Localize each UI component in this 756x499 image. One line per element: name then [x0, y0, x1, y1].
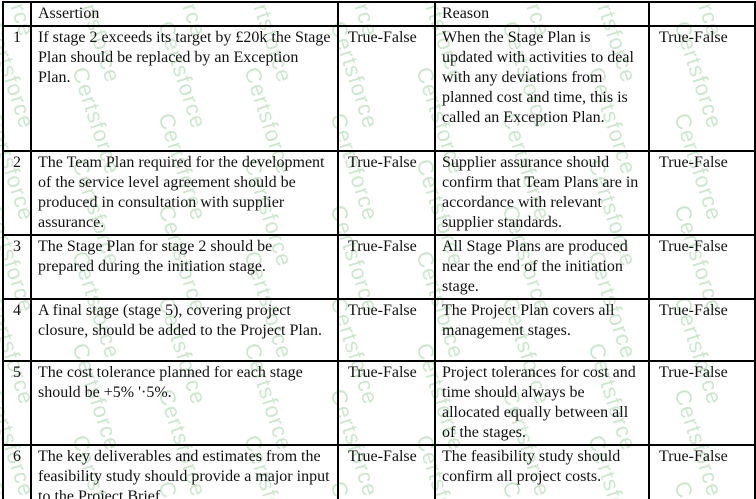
- reason-true-false: True-False: [648, 360, 756, 446]
- reason-cell: All Stage Plans are produced near the en…: [434, 234, 650, 300]
- table-row: 3 The Stage Plan for stage 2 should be p…: [2, 234, 756, 300]
- row-number: 1: [2, 25, 32, 152]
- row-number: 3: [2, 234, 32, 300]
- assertion-cell: The key deliverables and estimates from …: [30, 444, 339, 499]
- table-row: 4 A final stage (stage 5), covering proj…: [2, 298, 756, 362]
- assertion-cell: If stage 2 exceeds its target by £20k th…: [30, 25, 339, 152]
- assertion-true-false: True-False: [337, 444, 436, 499]
- table-row: 2 The Team Plan required for the develop…: [2, 150, 756, 236]
- reason-true-false: True-False: [648, 444, 756, 499]
- reason-true-false: True-False: [648, 234, 756, 300]
- table-row: 1 If stage 2 exceeds its target by £20k …: [2, 25, 756, 152]
- assertion-true-false: True-False: [337, 234, 436, 300]
- reason-cell: When the Stage Plan is updated with acti…: [434, 25, 650, 152]
- reason-true-false: True-False: [648, 298, 756, 362]
- assertion-true-false: True-False: [337, 25, 436, 152]
- header-row: Assertion Reason: [2, 1, 756, 27]
- reason-cell: Supplier assurance should confirm that T…: [434, 150, 650, 236]
- reason-cell: Project tolerances for cost and time sho…: [434, 360, 650, 446]
- row-number: 4: [2, 298, 32, 362]
- assertion-cell: The Stage Plan for stage 2 should be pre…: [30, 234, 339, 300]
- number-column-header: [2, 1, 32, 27]
- true-false-column-header-1: [337, 1, 436, 27]
- row-number: 5: [2, 360, 32, 446]
- reason-true-false: True-False: [648, 150, 756, 236]
- assertion-cell: The Team Plan required for the developme…: [30, 150, 339, 236]
- assertion-column-header: Assertion: [30, 1, 339, 27]
- assertion-true-false: True-False: [337, 360, 436, 446]
- assertion-true-false: True-False: [337, 298, 436, 362]
- assertion-cell: A final stage (stage 5), covering projec…: [30, 298, 339, 362]
- reason-true-false: True-False: [648, 25, 756, 152]
- table-row: 6 The key deliverables and estimates fro…: [2, 444, 756, 499]
- true-false-column-header-2: [648, 1, 756, 27]
- reason-column-header: Reason: [434, 1, 650, 27]
- table-row: 5 The cost tolerance planned for each st…: [2, 360, 756, 446]
- row-number: 6: [2, 444, 32, 499]
- reason-cell: The Project Plan covers all management s…: [434, 298, 650, 362]
- row-number: 2: [2, 150, 32, 236]
- assertion-cell: The cost tolerance planned for each stag…: [30, 360, 339, 446]
- reason-cell: The feasibility study should confirm all…: [434, 444, 650, 499]
- assertion-true-false: True-False: [337, 150, 436, 236]
